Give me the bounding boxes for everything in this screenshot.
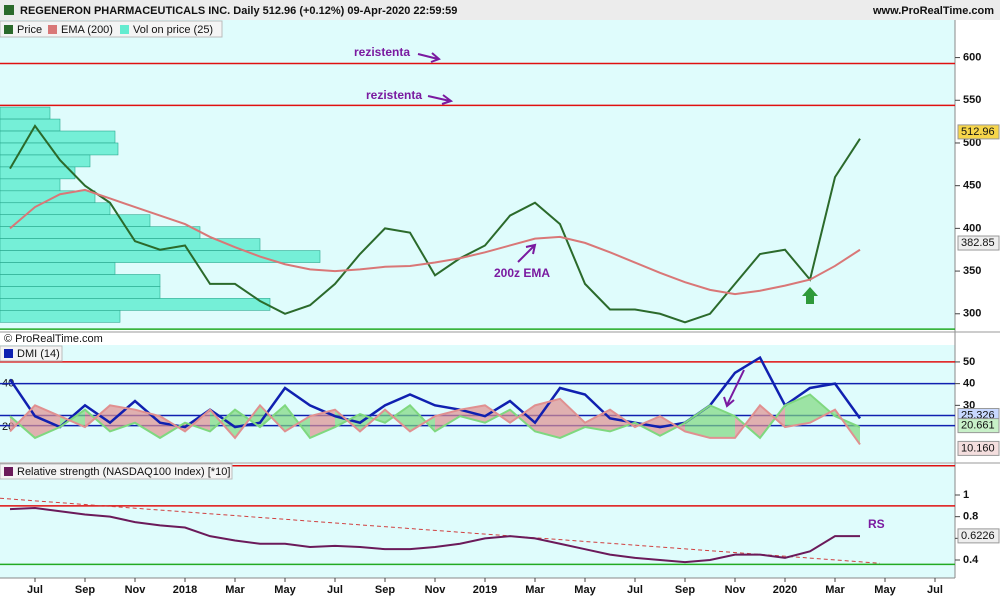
volume-bar — [0, 142, 119, 156]
rs-panel — [0, 464, 955, 578]
volume-bar — [0, 118, 61, 132]
x-tick-label: Nov — [425, 584, 447, 596]
x-tick-label: 2018 — [173, 584, 197, 596]
x-tick-label: Jul — [327, 584, 343, 596]
x-tick-label: Mar — [225, 584, 245, 596]
dmi-band — [685, 405, 710, 438]
trendline — [0, 497, 881, 564]
y-tick-label: 600 — [963, 51, 981, 63]
annotation: RS — [868, 517, 885, 531]
plot-layer: 30035040045050055060030405040200.40.60.8… — [0, 51, 981, 596]
annotation-arrow — [417, 52, 441, 63]
buy-arrow — [802, 287, 818, 304]
volume-bar — [0, 310, 121, 323]
value-tag-label: 382.85 — [961, 237, 995, 249]
legend-label: Price — [17, 24, 42, 36]
y-tick-label: 350 — [963, 265, 981, 277]
y-tick-label: 450 — [963, 180, 981, 192]
x-tick-label: Mar — [525, 584, 545, 596]
copyright: © ProRealTime.com — [4, 333, 103, 345]
value-tag-label: 0.6226 — [961, 530, 995, 542]
legend-swatch — [4, 25, 13, 34]
dmi-band — [10, 405, 35, 438]
x-tick-label: Mar — [825, 584, 845, 596]
dmi-band — [560, 398, 585, 438]
series-line — [9, 397, 861, 446]
series-line — [8, 355, 862, 429]
panel-title: Relative strength (NASDAQ100 Index) [*10… — [17, 466, 230, 478]
y-tick-label: 0.4 — [963, 554, 979, 566]
legend-swatch — [4, 467, 13, 476]
dmi-band — [585, 409, 610, 432]
value-tag-label: 20.661 — [961, 420, 995, 432]
value-tag — [957, 418, 1000, 434]
annotation-arrow — [517, 243, 537, 263]
x-tick-label: Jul — [627, 584, 643, 596]
y-tick-label: 400 — [963, 222, 981, 234]
header-site: www.ProRealTime.com — [872, 5, 994, 17]
x-tick-label: May — [274, 584, 296, 596]
legend-swatch — [4, 349, 13, 358]
series-line — [9, 124, 861, 324]
value-tag — [957, 124, 1000, 140]
y-tick-label: 1 — [963, 489, 969, 501]
y-tick-label: 500 — [963, 137, 981, 149]
value-tag — [957, 440, 1000, 456]
dmi-band — [810, 394, 835, 423]
series-line — [9, 393, 861, 440]
legend-label: Vol on price (25) — [133, 24, 213, 36]
y-tick-label: 300 — [963, 308, 981, 320]
value-tag — [957, 528, 1000, 544]
volume-bar — [0, 298, 271, 311]
x-tick-label: Nov — [725, 584, 747, 596]
header-icon — [4, 5, 14, 15]
dmi-band — [310, 409, 335, 438]
volume-bar — [0, 106, 51, 120]
dmi-band — [535, 398, 560, 438]
value-tag — [957, 235, 1000, 251]
volume-bar — [0, 274, 161, 287]
x-tick-label: Jul — [27, 584, 43, 596]
dmi-band — [785, 394, 810, 428]
annotation: rezistenta — [366, 88, 422, 102]
series-line — [9, 188, 861, 296]
x-tick-label: Sep — [675, 584, 695, 596]
legend-label: EMA (200) — [61, 24, 113, 36]
y-tick-label: 550 — [963, 94, 981, 106]
value-tag-label: 10.160 — [961, 442, 995, 454]
annotation: rezistenta — [354, 45, 410, 59]
y-tick-label: 40 — [963, 378, 975, 390]
volume-bar — [0, 178, 61, 192]
volume-bar — [0, 262, 116, 275]
x-tick-label: Sep — [375, 584, 395, 596]
annotation-arrow — [427, 94, 454, 105]
annotation-arrow — [723, 369, 745, 408]
x-tick-label: 2020 — [773, 584, 797, 596]
x-tick-label: Jul — [927, 584, 943, 596]
x-tick-label: Sep — [75, 584, 95, 596]
volume-bar — [0, 130, 116, 144]
y-tick-label: 50 — [963, 356, 975, 368]
legend-box — [0, 345, 63, 362]
legend-swatch — [48, 25, 57, 34]
volume-bar — [0, 166, 76, 180]
y-tick-label: 0.8 — [963, 511, 978, 523]
x-tick-label: Nov — [125, 584, 147, 596]
x-tick-label: 2019 — [473, 584, 497, 596]
annotation: 200z EMA — [494, 266, 550, 280]
volume-bar — [0, 286, 161, 299]
header-bar — [0, 0, 1000, 20]
volume-bar — [0, 226, 201, 239]
legend-swatch — [120, 25, 129, 34]
x-tick-label: May — [574, 584, 596, 596]
value-tag-label: 512.96 — [961, 126, 995, 138]
x-tick-label: May — [874, 584, 896, 596]
header-title: REGENERON PHARMACEUTICALS INC. Daily 512… — [20, 5, 457, 17]
volume-bar — [0, 202, 111, 216]
panel-title: DMI (14) — [17, 348, 60, 360]
series-line — [9, 506, 860, 564]
dmi-band — [160, 416, 185, 438]
legend-box — [0, 463, 233, 480]
